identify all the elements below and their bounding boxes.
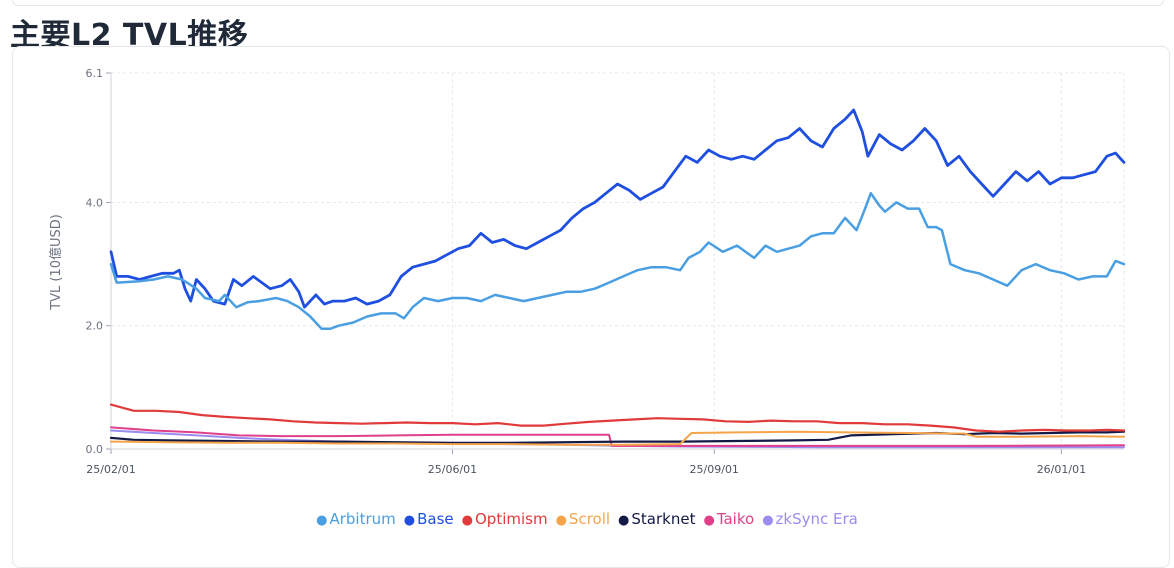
series-line-arbitrum bbox=[109, 191, 1126, 331]
legend-dot-icon: ● bbox=[316, 513, 328, 528]
legend-label: Taiko bbox=[716, 510, 755, 528]
legend-label: Arbitrum bbox=[329, 510, 396, 528]
series-line-base bbox=[109, 108, 1126, 309]
legend-item-starknet[interactable]: ● Starknet bbox=[618, 510, 695, 528]
legend-item-zksync-era[interactable]: ● zkSync Era bbox=[762, 510, 858, 528]
legend-item-base[interactable]: ● Base bbox=[404, 510, 454, 528]
legend-dot-icon: ● bbox=[555, 513, 567, 528]
chart-legend: ● Arbitrum ● Base ● Optimism ● Scroll ● Starknet ●… bbox=[0, 510, 1174, 528]
legend-dot-icon: ● bbox=[461, 513, 473, 528]
y-tick-label: 6.1 bbox=[86, 67, 104, 80]
legend-item-arbitrum[interactable]: ● Arbitrum bbox=[316, 510, 396, 528]
series-lines bbox=[109, 108, 1126, 449]
y-tick-label: 4.0 bbox=[86, 196, 104, 209]
legend-label: Base bbox=[417, 510, 454, 528]
series-line-taiko bbox=[110, 426, 1125, 447]
y-tick-label: 2.0 bbox=[86, 320, 104, 333]
tvl-line-chart: 0.0 2.0 4.0 6.1 25/02/01 25/06/01 25/09/01 26/0… bbox=[48, 67, 1126, 476]
series-line-optimism bbox=[109, 403, 1126, 433]
legend-dot-icon: ● bbox=[703, 513, 715, 528]
legend-dot-icon: ● bbox=[762, 513, 774, 528]
x-tick-label: 25/06/01 bbox=[428, 463, 477, 476]
legend-label: Scroll bbox=[568, 510, 611, 528]
legend-dot-icon: ● bbox=[618, 513, 630, 528]
legend-item-scroll[interactable]: ● Scroll bbox=[556, 510, 610, 528]
y-axis-label: TVL (10億USD) bbox=[48, 214, 64, 311]
legend-label: Optimism bbox=[474, 510, 548, 528]
x-tick-label: 25/02/01 bbox=[86, 463, 135, 476]
series-line-scroll bbox=[110, 430, 1125, 446]
series-line-starknet bbox=[109, 430, 1126, 444]
chart-card bbox=[12, 46, 1170, 568]
x-tick-label: 25/09/01 bbox=[690, 463, 739, 476]
axes: 0.0 2.0 4.0 6.1 25/02/01 25/06/01 25/09/01 26/0… bbox=[86, 67, 1124, 476]
legend-item-taiko[interactable]: ● Taiko bbox=[703, 510, 754, 528]
legend-dot-icon: ● bbox=[403, 513, 416, 528]
grid-lines bbox=[110, 72, 1125, 450]
legend-item-optimism[interactable]: ● Optimism bbox=[462, 510, 548, 528]
x-tick-label: 26/01/01 bbox=[1037, 463, 1086, 476]
legend-label: zkSync Era bbox=[775, 510, 858, 528]
y-tick-label: 0.0 bbox=[86, 443, 104, 456]
legend-label: Starknet bbox=[631, 510, 696, 528]
